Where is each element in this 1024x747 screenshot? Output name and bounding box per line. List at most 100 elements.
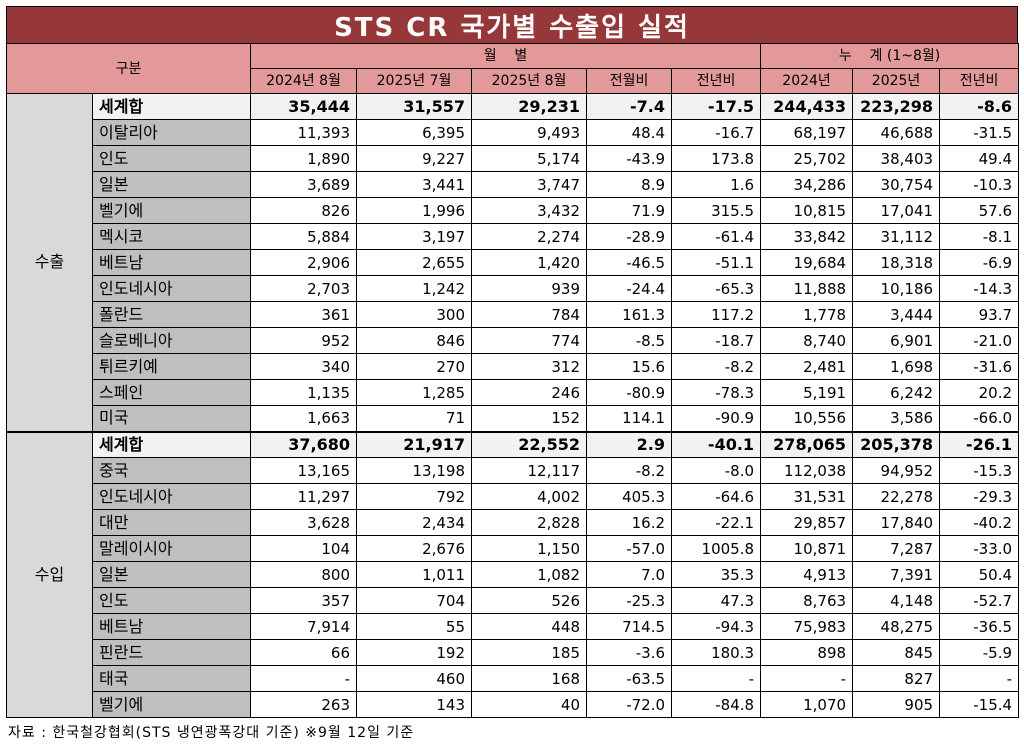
value-cell: 13,198 [356,457,473,484]
value-cell: 1,082 [471,561,588,588]
value-cell: -72.0 [586,691,673,718]
value-cell: 22,278 [852,483,941,510]
country-name: 말레이시아 [91,535,252,562]
value-cell: -63.5 [586,665,673,692]
value-cell: 2,703 [250,275,358,302]
value-cell: 774 [471,327,588,354]
value-cell: 3,689 [250,171,358,198]
country-name: 이탈리아 [91,119,252,146]
value-cell: 117.2 [671,301,762,328]
value-cell: 460 [356,665,473,692]
value-cell: -16.7 [671,119,762,146]
header-monthly: 월 별 [250,43,762,69]
value-cell: 3,586 [852,405,941,432]
value-cell: 17,840 [852,509,941,536]
value-cell: 1.6 [671,171,762,198]
value-cell: 714.5 [586,613,673,640]
value-cell: 143 [356,691,473,718]
value-cell: -8.2 [586,457,673,484]
value-cell: 68,197 [760,119,854,146]
value-cell: -33.0 [939,535,1020,562]
value-cell: 2,906 [250,249,358,276]
value-cell: 792 [356,483,473,510]
value-cell: 21,917 [356,430,473,458]
value-cell: -17.5 [671,93,762,120]
country-name: 인도 [91,145,252,172]
value-cell: 7.0 [586,561,673,588]
table-row: 말레이시아 104 2,676 1,150 -57.0 1005.8 10,871 7,287… [7,535,1020,562]
value-cell: 17,041 [852,197,941,224]
value-cell: 526 [471,587,588,614]
table-row: 슬로베니아 952 846 774 -8.5 -18.7 8,740 6,901 -21.0 [7,327,1020,354]
value-cell: - [760,665,854,692]
value-cell: 48,275 [852,613,941,640]
value-cell: -46.5 [586,249,673,276]
table-row: 인도네시아 11,297 792 4,002 405.3 -64.6 31,531 22,27… [7,483,1020,510]
value-cell: -80.9 [586,379,673,406]
value-cell: -78.3 [671,379,762,406]
value-cell: 29,231 [471,93,588,120]
table-row: 스페인 1,135 1,285 246 -80.9 -78.3 5,191 6,242 20.2 [7,379,1020,406]
value-cell: - [939,665,1020,692]
value-cell: 1,011 [356,561,473,588]
value-cell: -31.5 [939,119,1020,146]
table-row: 인도 1,890 9,227 5,174 -43.9 173.8 25,702 38,403 4… [7,145,1020,172]
value-cell: 1,698 [852,353,941,380]
country-name: 미국 [91,405,252,432]
value-cell: 30,754 [852,171,941,198]
value-cell: 55 [356,613,473,640]
value-cell: -29.3 [939,483,1020,510]
value-cell: 3,197 [356,223,473,250]
header-col: 2024년 [760,68,854,94]
value-cell: 10,815 [760,197,854,224]
value-cell: -40.2 [939,509,1020,536]
value-cell: 8,740 [760,327,854,354]
value-cell: -40.1 [671,430,762,458]
value-cell: 7,391 [852,561,941,588]
table-row: 미국 1,663 71 152 114.1 -90.9 10,556 3,586 -66.0 [7,405,1020,432]
value-cell: 2.9 [586,430,673,458]
value-cell: 66 [250,639,358,666]
header-col: 2025년 7월 [356,68,473,94]
value-cell: 223,298 [852,93,941,120]
value-cell: -31.6 [939,353,1020,380]
header-cumulative: 누 계 (1~8월) [760,43,1020,69]
value-cell: 2,655 [356,249,473,276]
value-cell: 4,148 [852,587,941,614]
value-cell: 31,112 [852,223,941,250]
value-cell: 38,403 [852,145,941,172]
header-col: 2024년 8월 [250,68,358,94]
country-name: 일본 [91,561,252,588]
value-cell: 826 [250,197,358,224]
value-cell: 29,857 [760,509,854,536]
value-cell: 5,174 [471,145,588,172]
value-cell: 898 [760,639,854,666]
value-cell: 1,150 [471,535,588,562]
trade-table: 구분 월 별 누 계 (1~8월) 2024년 8월 2025년 7월 2025… [5,43,1020,718]
value-cell: -28.9 [586,223,673,250]
value-cell: 270 [356,353,473,380]
value-cell: -22.1 [671,509,762,536]
country-name: 멕시코 [91,223,252,250]
total-row: 수출 세계합 35,444 31,557 29,231 -7.4 -17.5 244,433 2… [6,93,1020,432]
value-cell: 180.3 [671,639,762,666]
country-name: 벨기에 [91,691,252,718]
value-cell: -10.3 [939,171,1020,198]
value-cell: 405.3 [586,483,673,510]
value-cell: 4,002 [471,483,588,510]
value-cell: 192 [356,639,473,666]
value-cell: 361 [250,301,358,328]
value-cell: 1,285 [356,379,473,406]
table-row: 이탈리아 11,393 6,395 9,493 48.4 -16.7 68,197 46,68… [7,119,1020,146]
value-cell: -7.4 [586,93,673,120]
header-col: 2025년 8월 [471,68,588,94]
country-name: 벨기에 [91,197,252,224]
value-cell: 800 [250,561,358,588]
value-cell: 47.3 [671,587,762,614]
value-cell: 2,676 [356,535,473,562]
value-cell: 71.9 [586,197,673,224]
value-cell: 939 [471,275,588,302]
value-cell: 25,702 [760,145,854,172]
table-row: 태국 -460 168 -63.5- -827- [7,665,1020,692]
country-name: 슬로베니아 [91,327,252,354]
